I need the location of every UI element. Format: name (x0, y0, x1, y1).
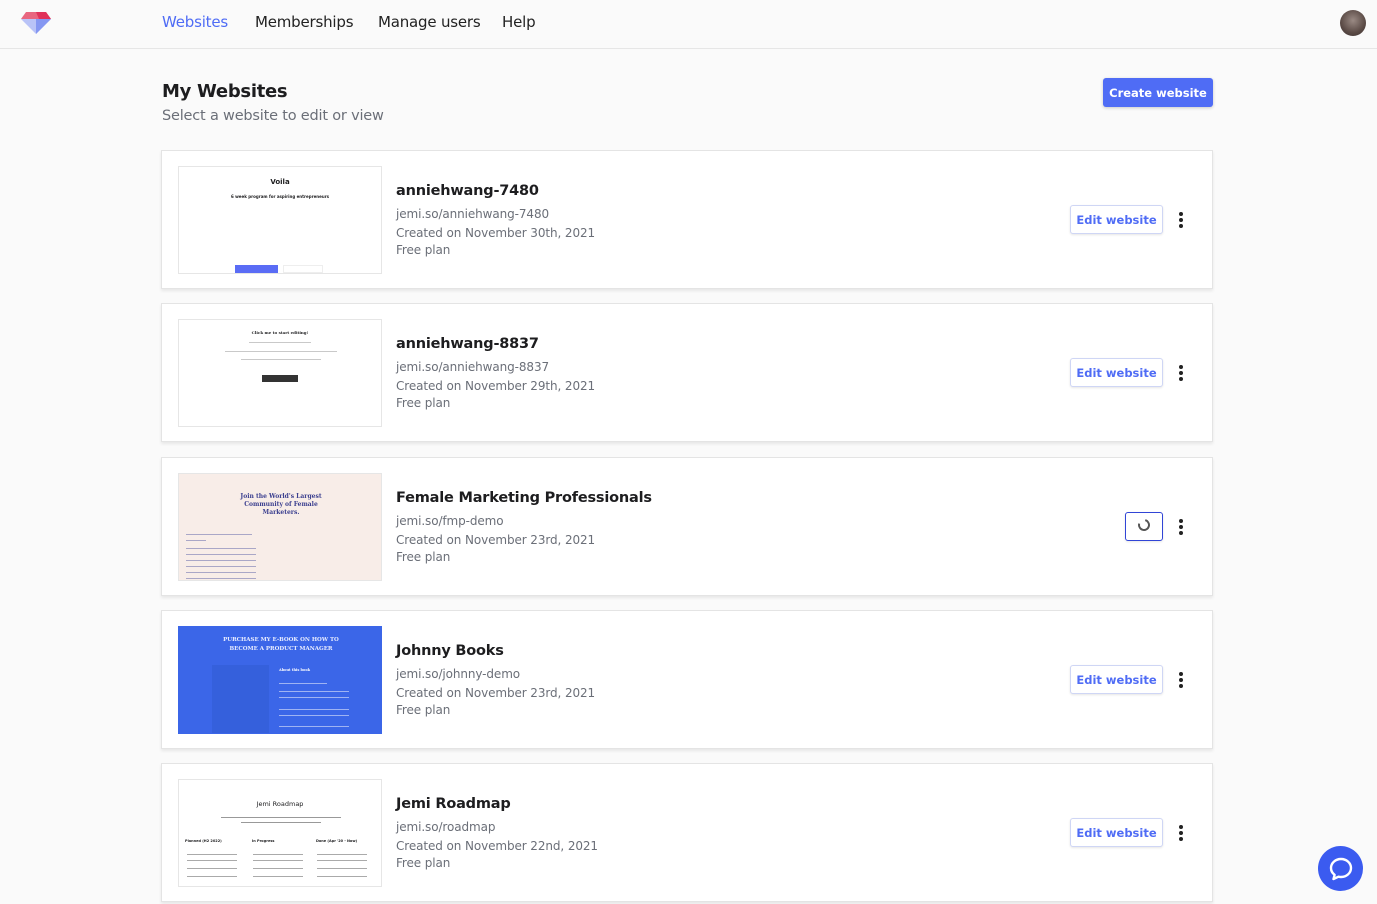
website-created: Created on November 30th, 2021 (396, 226, 596, 240)
edit-website-button[interactable]: Edit website (1070, 205, 1163, 234)
website-created: Created on November 22nd, 2021 (396, 839, 598, 853)
website-card[interactable]: Voila 6 week program for aspiring entrep… (161, 150, 1213, 289)
website-thumbnail[interactable]: Voila 6 week program for aspiring entrep… (178, 166, 382, 274)
website-plan: Free plan (396, 856, 451, 870)
website-card[interactable]: Jemi Roadmap Planned (H2 2022) In Progre… (161, 763, 1213, 902)
website-url[interactable]: jemi.so/anniehwang-8837 (396, 360, 550, 374)
website-name: Jemi Roadmap (396, 796, 511, 812)
page-title: My Websites (162, 81, 288, 102)
thumb-title: Click me to start editing! (251, 330, 309, 335)
edit-website-button[interactable]: Edit website (1070, 818, 1163, 847)
more-options-icon[interactable] (1175, 669, 1187, 691)
chat-bubble-icon (1329, 857, 1352, 880)
thumb-subtitle: About this book (279, 668, 311, 672)
thumb-column: In Progress (252, 839, 275, 843)
thumb-title: PURCHASE MY E-BOOK ON HOW TO BECOME A PR… (223, 637, 339, 652)
website-thumbnail[interactable]: Click me to start editing! (178, 319, 382, 427)
website-created: Created on November 29th, 2021 (396, 379, 596, 393)
edit-website-button[interactable]: Edit website (1070, 665, 1163, 694)
website-plan: Free plan (396, 396, 451, 410)
more-options-icon[interactable] (1175, 362, 1187, 384)
jemi-logo-icon[interactable] (21, 12, 51, 34)
thumb-title: Join the World's Largest Community of Fe… (240, 493, 322, 516)
website-plan: Free plan (396, 550, 451, 564)
thumb-column: Planned (H2 2022) (185, 839, 222, 843)
chat-support-button[interactable] (1318, 846, 1363, 891)
top-nav: Websites Memberships Manage users Help (0, 0, 1377, 49)
thumb-column: Done (Apr '20 - Now) (316, 839, 358, 843)
website-url[interactable]: jemi.so/johnny-demo (396, 667, 521, 681)
more-options-icon[interactable] (1175, 516, 1187, 538)
nav-memberships[interactable]: Memberships (255, 13, 354, 31)
website-card[interactable]: Click me to start editing! anniehwang-88… (161, 303, 1213, 442)
website-thumbnail[interactable]: PURCHASE MY E-BOOK ON HOW TO BECOME A PR… (178, 626, 382, 734)
more-options-icon[interactable] (1175, 822, 1187, 844)
nav-help[interactable]: Help (502, 13, 536, 31)
page-subtitle: Select a website to edit or view (162, 108, 384, 124)
website-name: anniehwang-7480 (396, 183, 539, 199)
nav-manage-users[interactable]: Manage users (378, 13, 481, 31)
website-card[interactable]: Join the World's Largest Community of Fe… (161, 457, 1213, 596)
user-avatar[interactable] (1340, 10, 1366, 36)
website-thumbnail[interactable]: Jemi Roadmap Planned (H2 2022) In Progre… (178, 779, 382, 887)
nav-websites[interactable]: Websites (162, 13, 229, 31)
website-url[interactable]: jemi.so/roadmap (396, 820, 496, 834)
thumb-subtitle: 6 week program for aspiring entrepreneur… (230, 194, 330, 199)
thumb-title: Voila (270, 178, 290, 186)
thumb-title: Jemi Roadmap (256, 800, 304, 808)
create-website-button[interactable]: Create website (1103, 78, 1213, 107)
website-name: anniehwang-8837 (396, 336, 539, 352)
more-options-icon[interactable] (1175, 209, 1187, 231)
website-name: Female Marketing Professionals (396, 490, 652, 506)
website-card[interactable]: PURCHASE MY E-BOOK ON HOW TO BECOME A PR… (161, 610, 1213, 749)
website-plan: Free plan (396, 243, 451, 257)
edit-website-button-loading[interactable] (1125, 512, 1163, 541)
website-created: Created on November 23rd, 2021 (396, 686, 596, 700)
website-url[interactable]: jemi.so/fmp-demo (396, 514, 504, 528)
loading-spinner-icon (1135, 516, 1153, 534)
website-name: Johnny Books (396, 643, 504, 659)
website-url[interactable]: jemi.so/anniehwang-7480 (396, 207, 550, 221)
website-thumbnail[interactable]: Join the World's Largest Community of Fe… (178, 473, 382, 581)
edit-website-button[interactable]: Edit website (1070, 358, 1163, 387)
website-plan: Free plan (396, 703, 451, 717)
website-created: Created on November 23rd, 2021 (396, 533, 596, 547)
